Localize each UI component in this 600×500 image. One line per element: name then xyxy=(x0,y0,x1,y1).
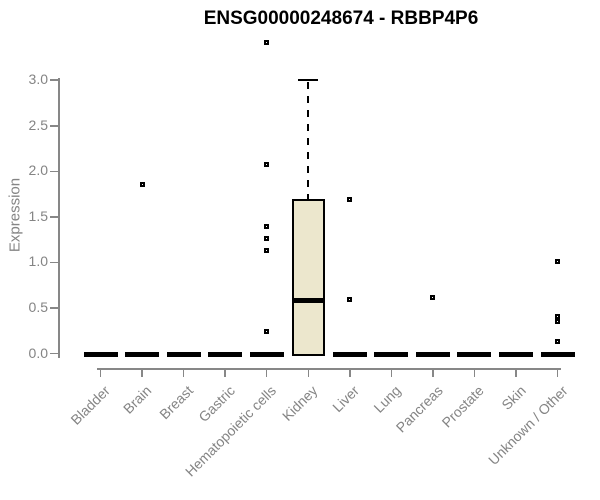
outlier-point xyxy=(555,319,561,325)
y-tick-label: 2.0 xyxy=(28,162,48,179)
y-axis-tick xyxy=(50,216,58,218)
y-tick-label: 1.5 xyxy=(28,207,48,224)
x-tick-label: Prostate xyxy=(438,382,488,431)
x-tick-label: Breast xyxy=(156,382,197,423)
outlier-point xyxy=(264,161,270,167)
y-axis-tick xyxy=(50,79,58,81)
x-axis-tick xyxy=(182,368,185,377)
outlier-point xyxy=(555,339,561,345)
outlier-point xyxy=(139,181,145,187)
collapsed-boxplot xyxy=(208,352,243,357)
collapsed-boxplot xyxy=(374,352,409,357)
y-tick-label: 0.0 xyxy=(28,344,48,361)
median-line xyxy=(291,298,325,304)
x-tick-label: Brain xyxy=(120,382,155,417)
x-axis-tick xyxy=(556,368,559,377)
outlier-point xyxy=(264,224,270,230)
collapsed-boxplot xyxy=(166,352,201,357)
outlier-point xyxy=(430,295,436,301)
x-tick-label: Kidney xyxy=(279,382,321,424)
x-axis-line xyxy=(97,368,561,370)
collapsed-boxplot xyxy=(125,352,160,357)
x-tick-label: Lung xyxy=(370,382,405,416)
y-axis-tick xyxy=(50,352,58,355)
collapsed-boxplot xyxy=(540,352,575,357)
outlier-point xyxy=(347,197,353,203)
chart-title: ENSG00000248674 - RBBP4P6 xyxy=(203,8,479,29)
collapsed-boxplot xyxy=(415,352,450,357)
x-tick-label: Skin xyxy=(498,382,529,413)
outlier-point xyxy=(555,313,561,319)
x-axis-tick xyxy=(390,368,393,377)
x-axis-tick xyxy=(349,368,351,377)
boxplot-box xyxy=(291,198,325,357)
outlier-point xyxy=(264,329,270,335)
y-axis-tick xyxy=(50,125,58,127)
y-tick-label: 0.5 xyxy=(28,298,48,315)
x-tick-label: Liver xyxy=(329,382,363,416)
collapsed-boxplot xyxy=(249,352,284,357)
y-tick-label: 2.5 xyxy=(28,116,48,133)
outlier-point xyxy=(264,236,270,242)
y-axis-tick xyxy=(50,170,58,173)
x-axis-tick xyxy=(473,368,476,377)
collapsed-boxplot xyxy=(332,352,367,357)
x-axis-tick xyxy=(141,368,143,377)
y-axis-tick xyxy=(50,261,58,264)
outlier-point xyxy=(264,40,270,46)
x-axis-tick xyxy=(99,368,102,377)
collapsed-boxplot xyxy=(457,352,492,357)
x-tick-label: Bladder xyxy=(67,382,114,428)
collapsed-boxplot xyxy=(499,352,533,357)
y-axis-tick xyxy=(50,307,58,309)
outlier-point xyxy=(555,258,561,264)
x-axis-tick xyxy=(224,368,226,377)
y-axis-line xyxy=(58,78,60,358)
outlier-point xyxy=(347,297,353,303)
upper-whisker xyxy=(307,82,310,199)
collapsed-boxplot xyxy=(83,352,118,357)
x-axis-tick xyxy=(515,368,517,377)
outlier-point xyxy=(264,248,270,254)
whisker-cap xyxy=(298,79,319,82)
x-axis-tick xyxy=(307,368,309,377)
x-tick-label: Unknown / Other xyxy=(484,382,571,468)
y-tick-label: 1.0 xyxy=(28,253,48,270)
y-tick-label: 3.0 xyxy=(28,71,48,88)
x-axis-tick xyxy=(265,368,268,377)
x-axis-tick xyxy=(432,368,434,377)
